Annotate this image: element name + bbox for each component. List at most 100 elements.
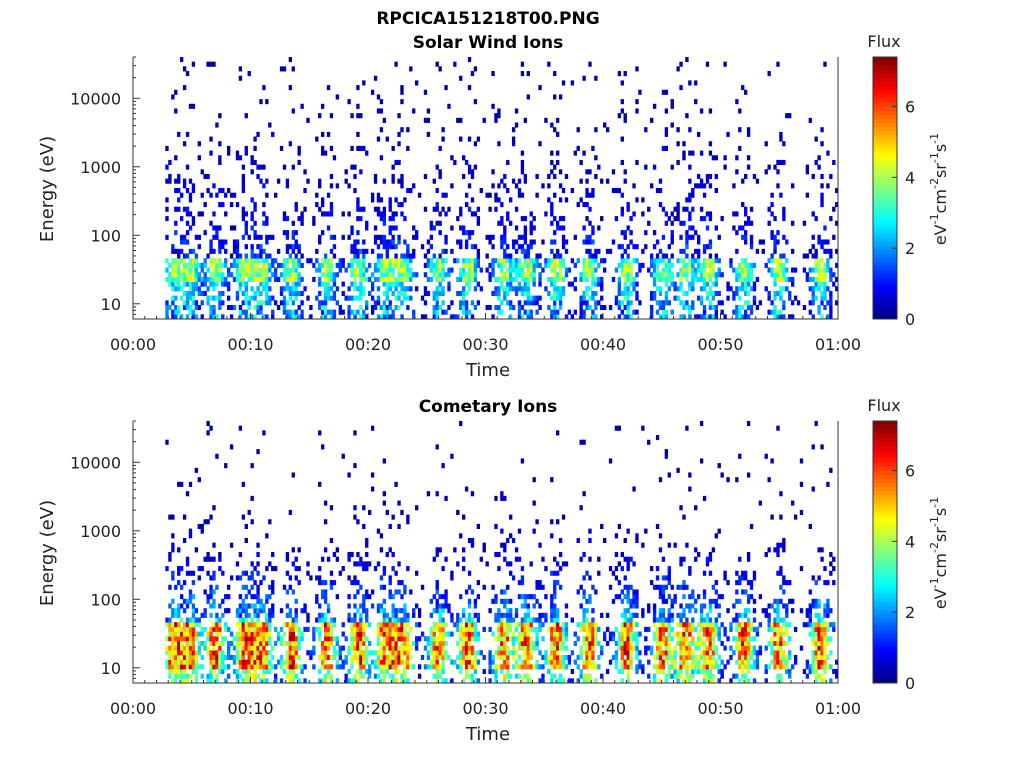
- heatmap-cell: [212, 664, 216, 670]
- heatmap-cell: [291, 659, 295, 665]
- heatmap-cell: [773, 234, 777, 240]
- heatmap-cell: [808, 267, 812, 273]
- heatmap-cell: [400, 173, 404, 180]
- heatmap-cell: [708, 239, 713, 245]
- heatmap-cell: [782, 304, 786, 311]
- heatmap-cell: [561, 258, 566, 264]
- heatmap-cell: [182, 253, 187, 259]
- heatmap-cell: [265, 626, 269, 632]
- heatmap-cell: [253, 262, 257, 268]
- heatmap-cell: [218, 640, 222, 646]
- heatmap-cell: [529, 594, 533, 600]
- heatmap-cell: [250, 211, 254, 217]
- heatmap-cell: [594, 155, 598, 161]
- heatmap-cell: [391, 650, 395, 656]
- heatmap-cell: [268, 617, 272, 623]
- heatmap-cell: [614, 267, 619, 273]
- heatmap-cell: [209, 584, 213, 590]
- heatmap-cell: [567, 309, 572, 315]
- heatmap-cell: [632, 244, 636, 250]
- heatmap-cell: [476, 206, 481, 212]
- heatmap-cell: [247, 267, 251, 273]
- heatmap-cell: [359, 216, 363, 222]
- heatmap-cell: [350, 580, 354, 586]
- heatmap-cell: [611, 276, 616, 282]
- heatmap-cell: [632, 612, 636, 618]
- heatmap-cell: [265, 272, 269, 278]
- heatmap-cell: [682, 664, 686, 670]
- heatmap-cell: [397, 267, 401, 273]
- heatmap-cell: [652, 636, 657, 642]
- heatmap-cell: [708, 314, 713, 320]
- heatmap-cell: [820, 300, 824, 306]
- heatmap-cell: [350, 640, 354, 646]
- heatmap-cell: [397, 523, 401, 530]
- heatmap-cell: [262, 664, 266, 670]
- heatmap-cell: [368, 290, 372, 297]
- heatmap-cell: [188, 617, 193, 623]
- heatmap-cell: [644, 164, 648, 170]
- heatmap-cell: [297, 678, 301, 684]
- heatmap-cell: [673, 286, 677, 292]
- heatmap-cell: [432, 178, 436, 184]
- heatmap-cell: [467, 267, 472, 273]
- heatmap-cell: [614, 664, 619, 670]
- heatmap-cell: [547, 197, 551, 203]
- heatmap-cell: [744, 173, 748, 180]
- heatmap-cell: [294, 309, 298, 315]
- heatmap-cell: [177, 309, 181, 315]
- heatmap-cell: [262, 668, 266, 675]
- heatmap-cell: [347, 309, 351, 315]
- heatmap-cell: [503, 626, 507, 632]
- heatmap-cell: [221, 239, 225, 245]
- heatmap-cell: [829, 300, 833, 306]
- heatmap-cell: [464, 276, 469, 282]
- heatmap-cell: [332, 654, 337, 661]
- heatmap-cell: [388, 304, 392, 311]
- heatmap-cell: [376, 664, 381, 670]
- heatmap-cell: [373, 178, 378, 184]
- heatmap-cell: [221, 300, 225, 306]
- heatmap-cell: [197, 286, 201, 292]
- heatmap-cell: [329, 276, 334, 282]
- heatmap-cell: [403, 622, 407, 628]
- heatmap-cell: [770, 267, 774, 273]
- heatmap-cell: [670, 281, 674, 287]
- heatmap-cell: [462, 659, 466, 665]
- heatmap-cell: [438, 673, 442, 679]
- heatmap-cell: [323, 314, 328, 320]
- heatmap-cell: [626, 202, 630, 208]
- heatmap-cell: [165, 234, 169, 240]
- heatmap-cell: [688, 197, 692, 203]
- heatmap-cell: [388, 650, 392, 656]
- heatmap-cell: [579, 645, 583, 651]
- heatmap-cell: [670, 673, 674, 679]
- heatmap-cell: [464, 300, 469, 306]
- heatmap-cell: [256, 598, 260, 604]
- heatmap-cell: [238, 267, 243, 273]
- heatmap-cell: [470, 631, 475, 637]
- heatmap-cell: [697, 183, 701, 189]
- heatmap-cell: [435, 668, 439, 675]
- colorbar-segment: [873, 314, 897, 320]
- heatmap-cell: [177, 206, 181, 212]
- heatmap-cell: [180, 481, 184, 487]
- heatmap-cell: [652, 262, 657, 268]
- heatmap-cell: [776, 258, 780, 264]
- heatmap-cell: [573, 150, 577, 156]
- heatmap-cell: [382, 309, 387, 315]
- heatmap-cell: [585, 276, 589, 282]
- heatmap-cell: [588, 659, 592, 665]
- heatmap-cell: [188, 197, 193, 203]
- heatmap-cell: [347, 603, 351, 609]
- heatmap-cell: [209, 636, 213, 642]
- heatmap-cell: [235, 253, 240, 259]
- heatmap-cell: [561, 225, 566, 231]
- heatmap-cell: [250, 654, 254, 661]
- heatmap-cell: [412, 272, 416, 278]
- heatmap-cell: [347, 295, 351, 301]
- heatmap-cell: [174, 612, 178, 618]
- heatmap-cell: [503, 173, 507, 180]
- heatmap-cell: [564, 664, 569, 670]
- heatmap-cell: [435, 622, 439, 628]
